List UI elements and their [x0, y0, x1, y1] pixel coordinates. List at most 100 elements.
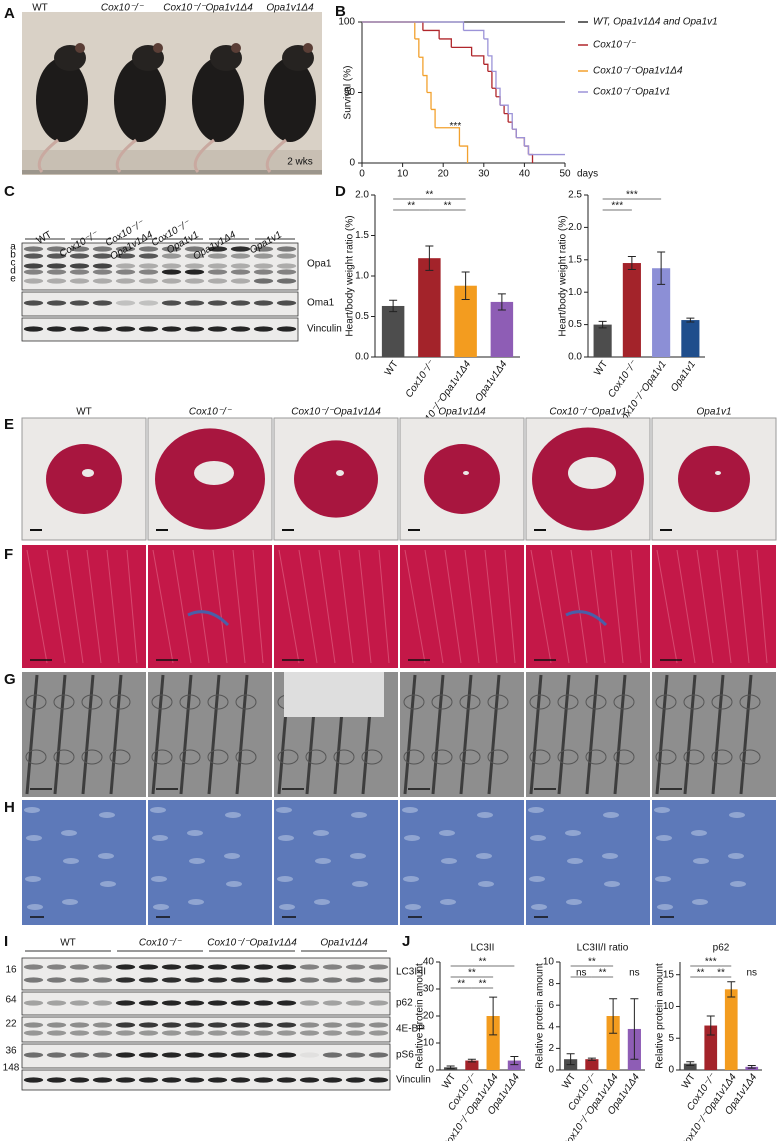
chart-title: LC3II	[471, 943, 495, 954]
mitochondrion	[403, 694, 425, 710]
blot-band	[230, 246, 251, 252]
blot-band	[23, 278, 44, 284]
ventricle-lumen	[715, 471, 721, 475]
bar	[683, 1063, 697, 1070]
blot-band	[115, 1052, 136, 1058]
blot-band	[184, 263, 205, 269]
blot-band	[115, 263, 136, 269]
y-tick-label: 8	[548, 978, 554, 989]
cell-gap	[350, 853, 366, 859]
blot-band	[299, 1077, 320, 1083]
blot-band	[23, 246, 44, 252]
isoform-label: d	[10, 266, 16, 277]
bar	[465, 1060, 479, 1070]
protein-label: LC3I-II	[396, 967, 426, 978]
blot-band	[115, 1030, 136, 1036]
blot-band	[161, 1052, 182, 1058]
bar	[606, 1016, 620, 1070]
cell-gap	[440, 899, 456, 905]
error-bar	[497, 293, 506, 311]
legend-label: WT, Opa1v1Δ4 and Opa1v1	[593, 17, 718, 28]
panel-label: G	[4, 671, 16, 688]
cell-gap	[478, 881, 494, 887]
blot-band	[368, 977, 389, 983]
blot-band	[207, 1030, 228, 1036]
blot-band	[115, 326, 136, 332]
blot-band	[69, 246, 90, 252]
cell-gap	[729, 812, 745, 818]
blot-band	[184, 246, 205, 252]
blot-strip	[21, 957, 391, 991]
column-label: Cox10⁻/⁻Opa1v1Δ4	[291, 407, 381, 418]
blot-band	[276, 977, 297, 983]
blot-band	[138, 964, 159, 970]
blot-band	[92, 1022, 113, 1028]
blot-band	[138, 1000, 159, 1006]
fiber-streak	[46, 549, 66, 664]
mitochondrion	[109, 694, 131, 710]
significance: **	[717, 968, 725, 979]
y-axis-label: Survival (%)	[343, 66, 354, 120]
cell-gap	[402, 807, 418, 813]
blot-band	[46, 1022, 67, 1028]
blot-band	[276, 263, 297, 269]
cell-gap	[529, 876, 545, 882]
blot-band	[92, 269, 113, 275]
x-tick-label: 40	[519, 169, 531, 180]
cell-gap	[278, 835, 294, 841]
blot-band	[184, 1000, 205, 1006]
mitochondrion	[109, 749, 131, 765]
blot-band	[115, 269, 136, 275]
blot-band	[69, 1052, 90, 1058]
fiber-streak	[106, 549, 120, 664]
cell-gap	[100, 881, 116, 887]
survival-step	[422, 29, 440, 39]
y-tick-label: 30	[423, 984, 435, 995]
blot-band	[368, 1022, 389, 1028]
lane-label: Cox10⁻/⁻	[139, 938, 182, 949]
blot-band	[138, 1030, 159, 1036]
panel-label: B	[335, 3, 346, 20]
cell-gap	[313, 830, 329, 836]
blot-band	[138, 1052, 159, 1058]
mitochondrion	[655, 694, 677, 710]
cell-gap	[567, 858, 583, 864]
cell-gap	[603, 812, 619, 818]
blot-band	[184, 326, 205, 332]
survival-step	[500, 104, 509, 114]
fiber-streak	[152, 549, 174, 664]
survival-step	[362, 21, 465, 31]
mitochondrion	[151, 694, 173, 710]
blot-band	[161, 253, 182, 259]
blot-band	[161, 977, 182, 983]
blot-band	[276, 246, 297, 252]
survival-step	[435, 127, 461, 147]
blot-band	[115, 964, 136, 970]
cell-gap	[691, 830, 707, 836]
survival-step	[495, 87, 501, 106]
masson-tile	[400, 545, 524, 668]
mitochondrion	[179, 694, 201, 710]
significance: **	[407, 201, 415, 212]
fiber-streak	[404, 549, 426, 664]
panel-label: H	[4, 799, 15, 816]
blot-band	[207, 1077, 228, 1083]
significance: ***	[611, 201, 623, 212]
blot-band	[138, 1022, 159, 1028]
y-axis-label: Heart/body weight ratio (%)	[345, 215, 356, 336]
cell-gap	[188, 899, 204, 905]
significance: ***	[450, 121, 462, 132]
error-bar	[686, 1061, 695, 1067]
cell-gap	[63, 858, 79, 864]
mitochondrion	[361, 749, 383, 765]
blot-band	[69, 300, 90, 306]
blot-band	[207, 964, 228, 970]
blot-band	[69, 1022, 90, 1028]
blot-band	[69, 977, 90, 983]
blot-band	[46, 1052, 67, 1058]
blot-band	[69, 269, 90, 275]
blot-band	[115, 1077, 136, 1083]
column-label: Cox10⁻/⁻	[189, 407, 232, 418]
fiber-streak	[252, 549, 264, 664]
bar	[593, 324, 612, 357]
